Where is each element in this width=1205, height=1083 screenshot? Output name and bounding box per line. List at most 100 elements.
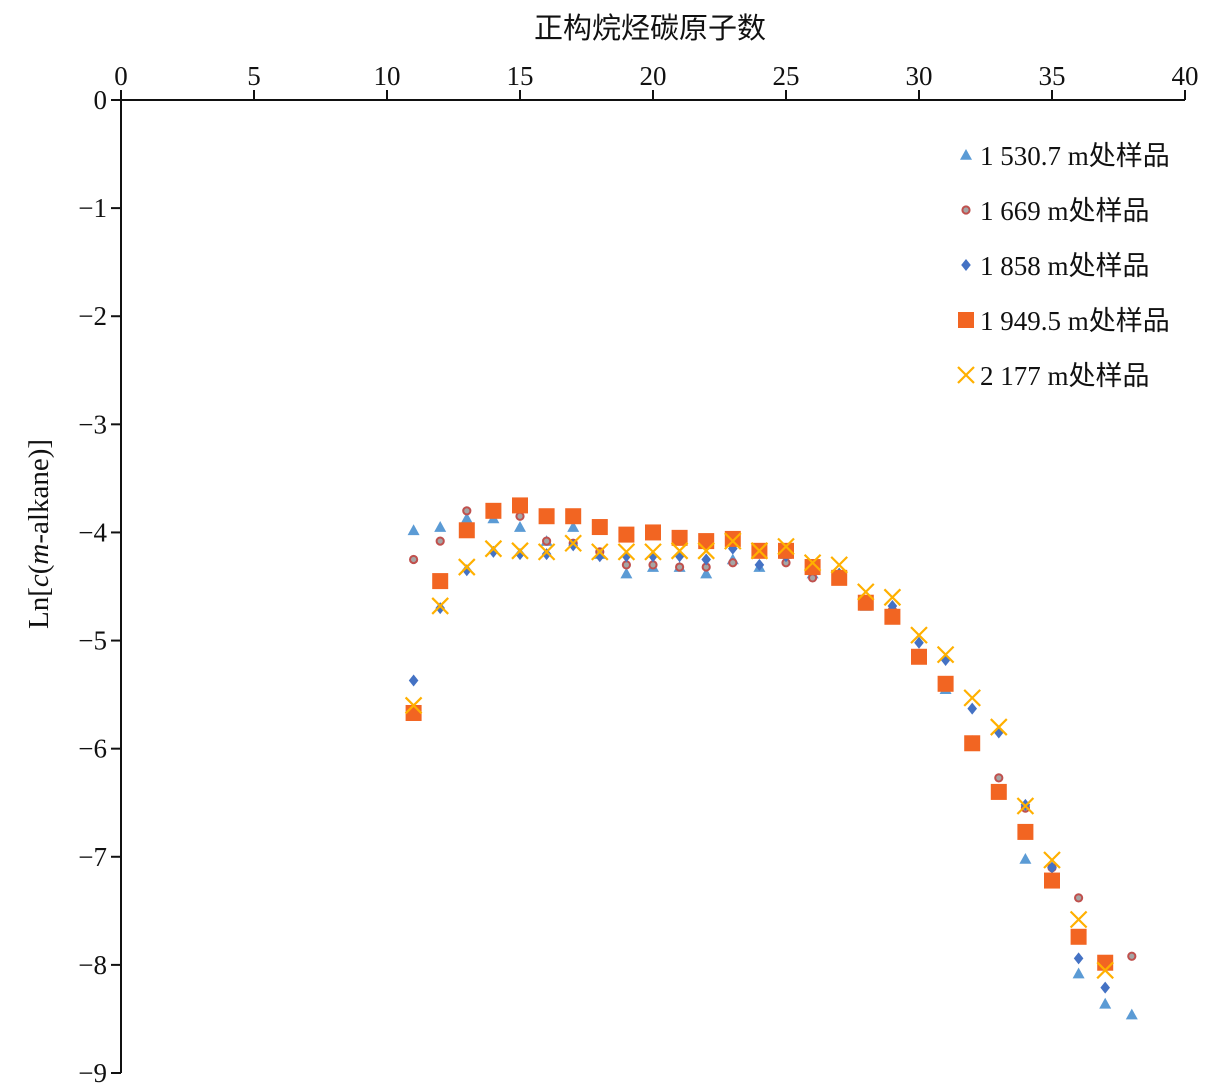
y-tick-label: −5 bbox=[78, 626, 107, 656]
data-point bbox=[803, 553, 822, 572]
data-point bbox=[435, 536, 445, 546]
y-tick-label: −2 bbox=[78, 301, 107, 331]
data-point bbox=[409, 554, 419, 565]
data-point bbox=[1074, 893, 1084, 903]
data-point bbox=[514, 521, 526, 532]
y-tick-label: −3 bbox=[78, 409, 107, 439]
data-point bbox=[1072, 967, 1085, 979]
data-point bbox=[1073, 952, 1084, 965]
data-point bbox=[460, 512, 473, 524]
data-point bbox=[670, 542, 689, 560]
data-point bbox=[1069, 910, 1088, 929]
data-point bbox=[1096, 961, 1114, 980]
data-point bbox=[485, 502, 502, 519]
data-point bbox=[675, 562, 685, 572]
data-point bbox=[621, 560, 632, 570]
data-point bbox=[648, 550, 658, 563]
data-point bbox=[458, 558, 476, 576]
data-point bbox=[1097, 954, 1114, 971]
data-point bbox=[857, 583, 875, 601]
data-point bbox=[701, 553, 711, 566]
x-tick-label: 25 bbox=[773, 61, 800, 91]
data-point bbox=[1100, 981, 1110, 994]
data-point bbox=[1016, 797, 1035, 815]
data-point bbox=[538, 508, 555, 525]
data-point bbox=[967, 702, 977, 715]
data-point bbox=[1127, 951, 1137, 961]
data-point bbox=[488, 545, 499, 558]
legend-label: 2 177 m处样品 bbox=[980, 361, 1150, 391]
legend-marker bbox=[961, 205, 971, 215]
data-point bbox=[697, 542, 715, 560]
data-point bbox=[831, 569, 848, 586]
data-point bbox=[698, 533, 715, 550]
y-axis-title: Ln[c(m-alkane)] bbox=[23, 439, 55, 629]
legend-item: 2 177 m处样品 bbox=[957, 361, 1150, 391]
data-point bbox=[645, 524, 661, 541]
data-point bbox=[591, 519, 608, 536]
x-tick-label: 0 bbox=[114, 61, 128, 91]
data-point bbox=[990, 783, 1007, 800]
data-point bbox=[830, 556, 848, 574]
legend-item: 1 949.5 m处样品 bbox=[958, 306, 1170, 336]
y-tick-label: −6 bbox=[78, 734, 107, 764]
legend-marker bbox=[960, 149, 972, 160]
data-point bbox=[1044, 872, 1060, 889]
data-point bbox=[620, 567, 633, 579]
data-point bbox=[724, 530, 741, 547]
data-point bbox=[462, 564, 472, 577]
data-point bbox=[565, 508, 582, 525]
data-point bbox=[963, 689, 981, 707]
data-point bbox=[434, 521, 447, 532]
data-point bbox=[883, 588, 902, 607]
data-point bbox=[884, 608, 901, 625]
data-point bbox=[515, 511, 525, 521]
y-tick-label: −4 bbox=[78, 517, 107, 547]
x-tick-label: 15 bbox=[507, 61, 534, 91]
legend-label: 1 530.7 m处样品 bbox=[980, 141, 1170, 171]
data-point bbox=[937, 675, 954, 692]
data-point bbox=[404, 696, 423, 715]
data-point bbox=[808, 573, 818, 583]
legend-label: 1 669 m处样品 bbox=[980, 196, 1150, 226]
x-tick-label: 5 bbox=[247, 61, 261, 91]
data-point bbox=[910, 626, 928, 644]
data-point bbox=[964, 735, 981, 752]
data-point bbox=[568, 539, 578, 552]
legend-marker bbox=[961, 259, 971, 271]
data-point bbox=[671, 529, 688, 546]
legend-marker bbox=[957, 366, 975, 384]
data-point bbox=[564, 534, 582, 553]
x-axis-title: 正构烷烃碳原子数 bbox=[534, 11, 766, 45]
data-point bbox=[431, 597, 449, 615]
data-point bbox=[567, 521, 580, 532]
data-point bbox=[644, 543, 662, 561]
y-tick-label: −8 bbox=[78, 950, 107, 980]
x-tick-label: 20 bbox=[640, 61, 667, 91]
data-point bbox=[1043, 851, 1061, 869]
data-point bbox=[618, 526, 635, 543]
data-point bbox=[515, 548, 525, 561]
data-point bbox=[911, 648, 927, 665]
legend-marker bbox=[958, 312, 974, 328]
legend-item: 1 858 m处样品 bbox=[961, 251, 1150, 281]
data-point bbox=[542, 536, 552, 546]
legend-label: 1 858 m处样品 bbox=[980, 251, 1150, 281]
data-point bbox=[408, 674, 419, 687]
data-point bbox=[432, 573, 449, 590]
data-point bbox=[1019, 852, 1032, 864]
data-point bbox=[936, 645, 955, 664]
data-point bbox=[804, 559, 821, 576]
x-tick-label: 40 bbox=[1172, 61, 1199, 91]
x-tick-label: 10 bbox=[374, 61, 401, 91]
data-point bbox=[1047, 861, 1057, 874]
data-point bbox=[407, 524, 420, 536]
legend-item: 1 530.7 m处样品 bbox=[960, 141, 1170, 171]
data-point bbox=[435, 602, 445, 615]
data-point bbox=[512, 497, 528, 514]
legend-item: 1 669 m处样品 bbox=[961, 196, 1150, 226]
data-point bbox=[617, 543, 636, 561]
data-point bbox=[778, 542, 794, 559]
data-point bbox=[724, 532, 742, 550]
